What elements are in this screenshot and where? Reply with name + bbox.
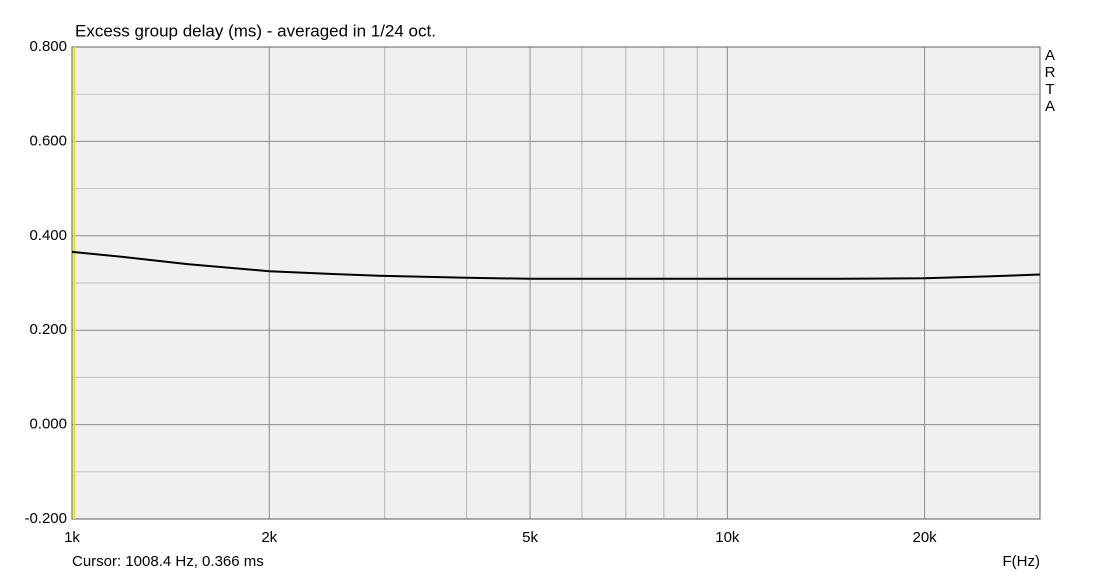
y-tick-label: 0.600: [29, 132, 67, 149]
x-tick-label: 10k: [715, 529, 740, 546]
y-tick-label: 0.800: [29, 38, 67, 55]
watermark: A: [1045, 98, 1055, 115]
y-tick-label: 0.000: [29, 416, 67, 433]
y-tick-label: 0.200: [29, 321, 67, 338]
cursor-label: Cursor: 1008.4 Hz, 0.366 ms: [72, 553, 264, 570]
x-tick-label: 2k: [261, 529, 277, 546]
watermark: T: [1045, 81, 1054, 98]
data-line: [71, 250, 1041, 280]
chart-title: Excess group delay (ms) - averaged in 1/…: [75, 21, 436, 40]
plot-frame: [71, 46, 1041, 520]
x-tick-label: 20k: [913, 529, 938, 546]
x-axis-label: F(Hz): [1003, 553, 1041, 570]
y-tick-label: 0.400: [29, 227, 67, 244]
y-tick-label: -0.200: [24, 510, 67, 527]
x-tick-label: 1k: [64, 529, 80, 546]
watermark: R: [1045, 64, 1056, 81]
x-tick-label: 5k: [522, 529, 538, 546]
watermark: A: [1045, 47, 1055, 64]
